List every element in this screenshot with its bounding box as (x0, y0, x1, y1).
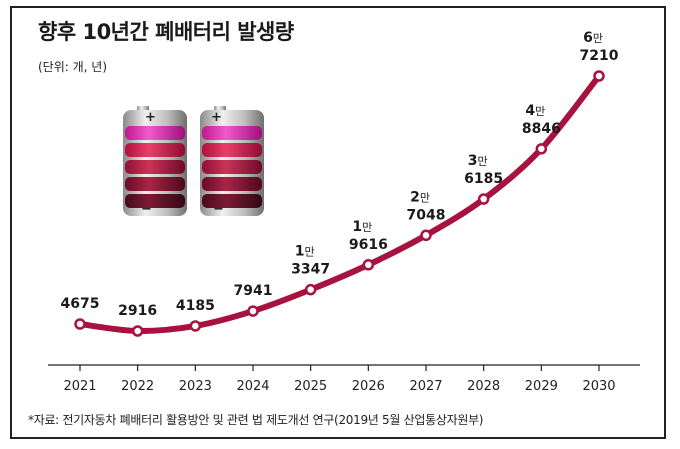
data-point (131, 325, 144, 337)
data-label: 9616 (349, 237, 388, 253)
data-point (593, 70, 605, 82)
data-markers (74, 70, 605, 337)
data-label: 7048 (407, 207, 446, 223)
data-label-man: 2만 (410, 189, 430, 205)
plus-symbol: + (211, 110, 222, 125)
data-labels: 4675 2916 4185 7941 3347 1만 9616 1만 7048 2만 6185 3만… (61, 30, 619, 319)
data-label: 6185 (464, 171, 503, 187)
data-label: 4185 (176, 298, 215, 314)
unit-label: (단위: 개, 년) (38, 60, 108, 74)
battery-icon: + − (200, 106, 264, 217)
data-label-man: 1만 (352, 219, 372, 235)
x-tick-label: 2023 (179, 379, 212, 394)
x-ticks (79, 365, 600, 371)
data-point (420, 229, 432, 242)
data-point (304, 283, 317, 296)
plus-symbol: + (145, 110, 156, 125)
data-label-man: 1만 (295, 244, 315, 260)
x-tick-labels: 2021 2022 2023 2024 2025 2026 2027 2028 2029 2030 (63, 379, 615, 394)
x-tick-label: 2030 (582, 379, 615, 394)
x-tick-label: 2025 (294, 379, 327, 394)
data-point (247, 305, 259, 317)
series-line (77, 73, 602, 335)
chart-title: 향후 10년간 폐배터리 발생량 (38, 20, 294, 44)
data-point (189, 320, 202, 332)
x-tick-label: 2027 (409, 379, 442, 394)
data-point (362, 259, 375, 271)
data-label: 8846 (522, 121, 561, 137)
x-tick-label: 2021 (63, 379, 96, 394)
battery-icon: + − (123, 106, 187, 217)
data-label: 2916 (118, 303, 157, 319)
minus-symbol: − (141, 202, 152, 217)
x-tick-label: 2022 (121, 379, 154, 394)
chart-frame (10, 6, 666, 439)
data-point (74, 318, 86, 330)
data-label-man: 6만 (583, 30, 603, 46)
x-tick-label: 2028 (467, 379, 500, 394)
x-tick-label: 2029 (525, 379, 558, 394)
data-label-man: 4만 (525, 103, 545, 119)
data-label-man: 3만 (468, 153, 488, 169)
data-label: 7941 (234, 283, 273, 299)
data-label: 7210 (580, 48, 619, 64)
data-label: 4675 (61, 296, 100, 312)
data-label: 3347 (291, 262, 330, 278)
data-point (535, 143, 548, 155)
source-note: *자료: 전기자동차 폐배터리 활용방안 및 관련 법 제도개선 연구(2019… (28, 413, 484, 427)
data-point (477, 193, 490, 205)
minus-symbol: − (213, 202, 224, 217)
x-tick-label: 2024 (236, 379, 269, 394)
x-tick-label: 2026 (352, 379, 385, 394)
